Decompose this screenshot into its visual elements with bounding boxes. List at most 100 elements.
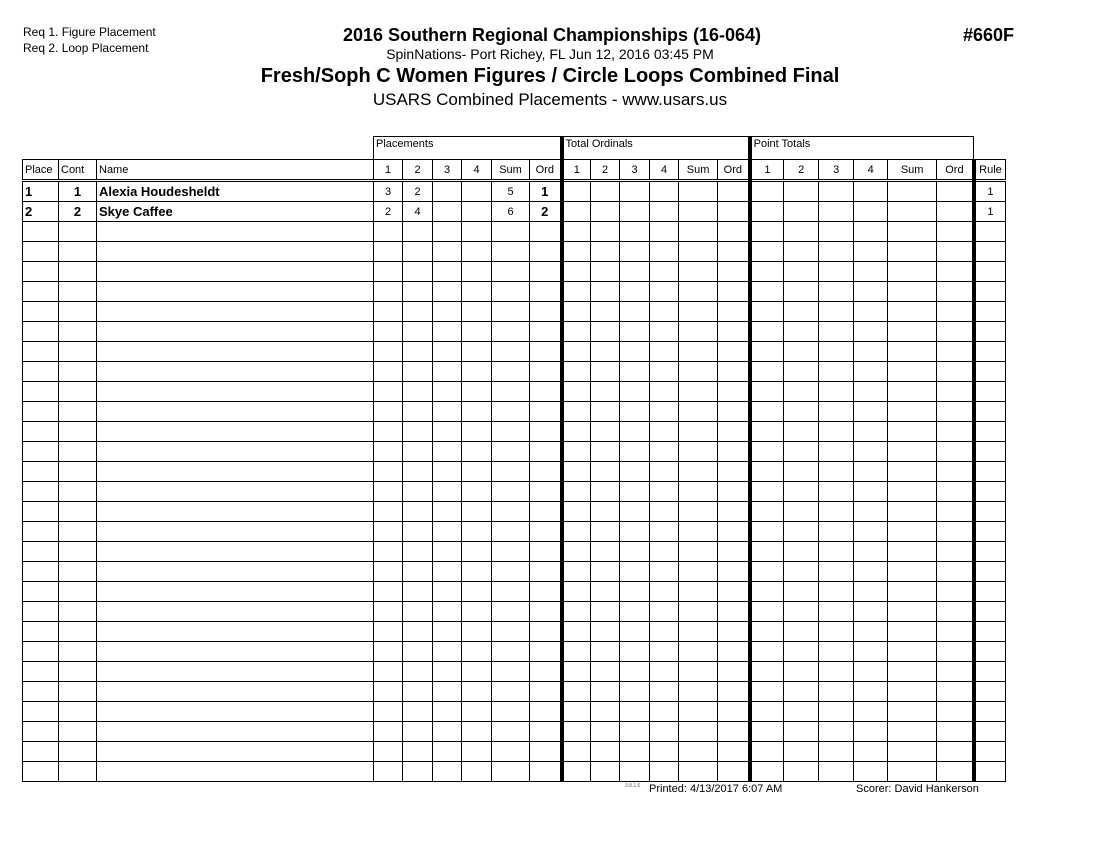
table-cell (461, 401, 492, 422)
table-cell (783, 561, 820, 582)
table-cell (58, 721, 97, 742)
table-cell (559, 281, 592, 302)
table-cell (373, 721, 403, 742)
table-cell (559, 401, 592, 422)
table-cell (783, 501, 820, 522)
table-cell (491, 401, 530, 422)
table-cell (678, 761, 719, 782)
table-cell (717, 361, 751, 382)
table-cell (971, 441, 1007, 462)
table-cell (559, 321, 592, 342)
table-cell (717, 581, 751, 602)
empty-row (22, 381, 1007, 402)
table-cell (559, 681, 592, 702)
table-cell (432, 741, 462, 762)
table-cell (22, 601, 59, 622)
table-cell (853, 401, 889, 422)
table-cell (678, 481, 719, 502)
table-cell (402, 661, 433, 682)
table-cell (971, 701, 1007, 722)
results-table: Placements Total Ordinals Point Totals P… (22, 136, 1007, 782)
table-cell (619, 401, 651, 422)
table-cell (491, 621, 530, 642)
table-cell (96, 641, 374, 662)
table-cell (590, 221, 621, 242)
table-cell (853, 481, 889, 502)
table-cell (717, 180, 751, 202)
table-cell (590, 701, 621, 722)
table-cell (853, 341, 889, 362)
table-cell (887, 281, 938, 302)
column-header: 2 (402, 159, 433, 182)
table-cell (58, 281, 97, 302)
table-cell: 1 (971, 201, 1007, 222)
table-cell (461, 581, 492, 602)
column-header: 3 (432, 159, 462, 182)
table-cell (783, 180, 820, 202)
column-header: 2 (590, 159, 621, 182)
table-cell (590, 361, 621, 382)
table-cell (559, 421, 592, 442)
table-cell (432, 481, 462, 502)
table-cell (432, 581, 462, 602)
empty-row (22, 341, 1007, 362)
table-cell (678, 401, 719, 422)
table-cell (96, 241, 374, 262)
table-cell (619, 381, 651, 402)
table-cell (373, 481, 403, 502)
table-cell (853, 441, 889, 462)
table-cell (936, 281, 975, 302)
table-cell (971, 641, 1007, 662)
table-cell (432, 621, 462, 642)
table-cell (559, 221, 592, 242)
column-header: 4 (649, 159, 680, 182)
empty-row (22, 241, 1007, 262)
table-cell (649, 341, 680, 362)
table-cell: 5 (491, 180, 530, 202)
table-cell (783, 201, 820, 222)
table-cell (783, 441, 820, 462)
table-cell (22, 321, 59, 342)
table-cell (747, 281, 785, 302)
table-cell (783, 701, 820, 722)
table-cell (853, 421, 889, 442)
table-cell (678, 281, 719, 302)
table-cell (887, 681, 938, 702)
table-cell (747, 301, 785, 322)
table-cell (887, 461, 938, 482)
table-cell (432, 541, 462, 562)
table-cell (678, 681, 719, 702)
table-cell (619, 361, 651, 382)
table-cell (619, 581, 651, 602)
table-cell (58, 561, 97, 582)
table-cell (747, 241, 785, 262)
table-cell (818, 661, 855, 682)
table-cell (402, 321, 433, 342)
empty-row (22, 401, 1007, 422)
table-cell (590, 521, 621, 542)
table-cell (461, 681, 492, 702)
table-cell (818, 441, 855, 462)
table-cell (528, 701, 563, 722)
table-cell (402, 361, 433, 382)
table-cell (528, 281, 563, 302)
table-cell (528, 501, 563, 522)
table-cell (491, 501, 530, 522)
table-cell (491, 221, 530, 242)
table-cell (58, 341, 97, 362)
table-cell (818, 721, 855, 742)
table-cell (96, 541, 374, 562)
table-cell (58, 741, 97, 762)
table-cell (853, 221, 889, 242)
table-cell (373, 241, 403, 262)
table-cell (936, 501, 975, 522)
table-cell (373, 761, 403, 782)
table-cell (619, 761, 651, 782)
table-cell (96, 321, 374, 342)
table-cell (747, 261, 785, 282)
empty-row (22, 741, 1007, 762)
table-cell (783, 261, 820, 282)
table-cell (432, 361, 462, 382)
table-cell (432, 521, 462, 542)
table-cell (649, 701, 680, 722)
